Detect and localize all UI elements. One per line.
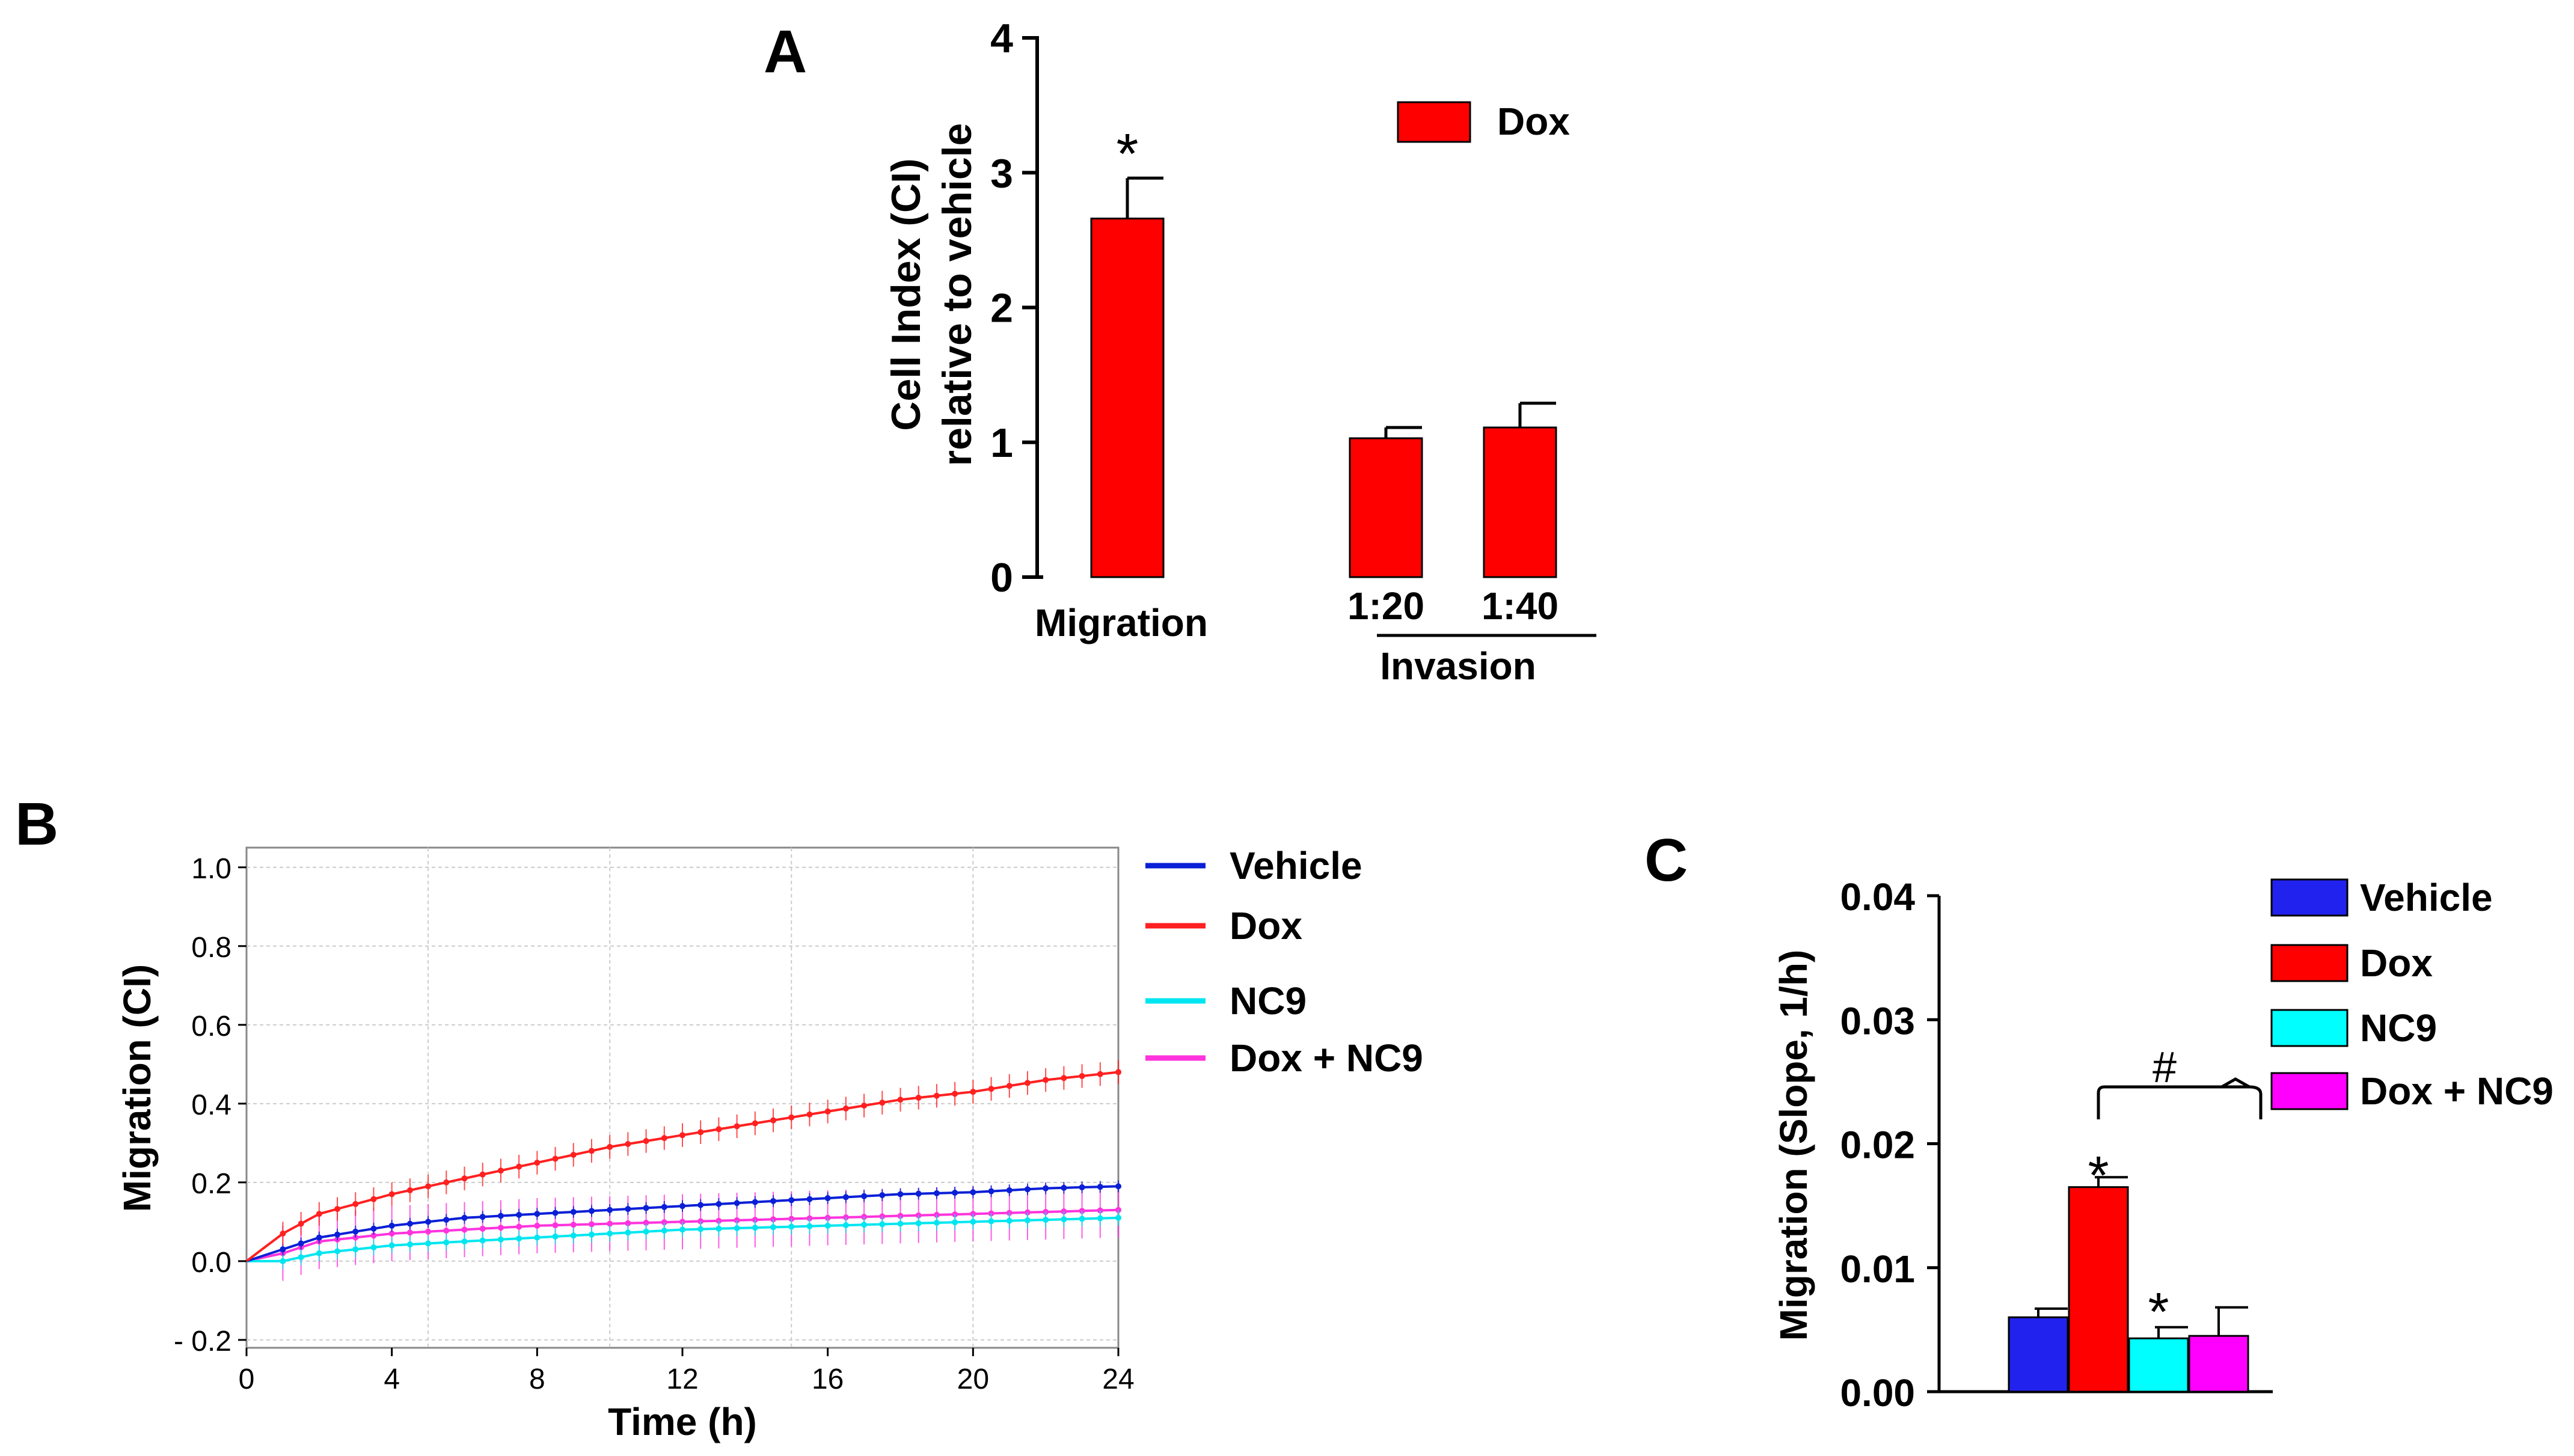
panel-c-legend-swatch (2270, 1009, 2349, 1047)
panel-c-chart: 0.00 0.01 0.02 0.03 0.04 Migration (Slope, 1… (1772, 875, 2554, 1415)
panel-a-y-tick-label: 3 (990, 150, 1013, 196)
panel-a-ylabel-line2: relative to vehicle (934, 123, 980, 466)
panel-a-bar (1349, 437, 1423, 578)
panel-c-bar-dox-nc9 (2188, 1335, 2249, 1393)
panel-b-series-vehicle (246, 1180, 1121, 1262)
panel-c-y-tick-label: 0.04 (1840, 875, 1915, 919)
panel-label-c: C (1644, 827, 1688, 894)
panel-b-x-tick-label: 12 (666, 1363, 698, 1395)
panel-c-y-tick-label: 0.02 (1840, 1124, 1915, 1167)
panel-a-xlabel-1-20: 1:20 (1347, 584, 1424, 628)
panel-c-star-dox: * (2088, 1146, 2109, 1206)
panel-c-legend-label: NC9 (2360, 1006, 2437, 1050)
panel-c-legend-label: Dox + NC9 (2360, 1069, 2554, 1113)
panel-a-bar (1090, 217, 1165, 578)
panel-a-legend-label-dox: Dox (1497, 100, 1570, 143)
panel-a-chart: Cell Index (CI) relative to vehicle 0 1 2 3… (883, 16, 1596, 688)
panel-c-comparison-bracket (2097, 1077, 2255, 1119)
panel-b-y-tick-label: 0.2 (191, 1168, 231, 1200)
panel-label-b: B (15, 791, 58, 858)
panel-c-legend-label: Vehicle (2360, 876, 2493, 919)
panel-b-ylabel: Migration (CI) (115, 964, 159, 1212)
panel-b-legend-label: Dox (1230, 904, 1302, 947)
panel-a-y-tick-label: 4 (990, 16, 1013, 61)
panel-c-bracket-unused (2098, 1088, 2246, 1118)
panel-c-legend-swatch (2270, 944, 2349, 982)
panel-b-legend-label: Dox + NC9 (1230, 1036, 1423, 1080)
panel-c-legend-swatch (2270, 878, 2349, 917)
panel-c-y-tick-label: 0.03 (1840, 999, 1915, 1042)
panel-a-legend-swatch-dox (1397, 101, 1471, 143)
panel-c-bar-vehicle (2008, 1316, 2069, 1393)
panel-a-y-tick-label: 1 (990, 420, 1013, 466)
panel-b-legend-label: NC9 (1230, 979, 1307, 1023)
panel-b-line (247, 1216, 1119, 1262)
panel-c-bar-nc9 (2128, 1337, 2189, 1393)
panel-b-x-tick-label: 24 (1102, 1363, 1134, 1395)
panel-a-significance-star: * (1117, 122, 1139, 186)
panel-b-x-tick-label: 8 (529, 1363, 545, 1395)
panel-b-y-tick-label: 0.4 (191, 1089, 231, 1121)
panel-c-y-tick-label: 0.00 (1840, 1371, 1915, 1415)
panel-a-bar (1483, 426, 1557, 578)
panel-b-series-dox (245, 1060, 1121, 1262)
panel-b-x-tick-label: 4 (384, 1363, 400, 1395)
panel-b-y-tick-label: 0.0 (191, 1247, 231, 1279)
panel-b-y-tick-label: 1.0 (191, 853, 231, 885)
panel-b-line (245, 1071, 1119, 1262)
panel-a-xlabel-1-40: 1:40 (1482, 584, 1558, 628)
panel-a-group-label: Invasion (1380, 644, 1536, 688)
panel-a-y-tick-label: 2 (990, 286, 1013, 331)
panel-b-x-tick-label: 20 (957, 1363, 989, 1395)
panel-b-xlabel: Time (h) (608, 1400, 757, 1443)
panel-a-ylabel-line1: Cell Index (CI) (883, 158, 929, 430)
panel-label-a: A (764, 18, 807, 85)
panel-a-xlabel-migration: Migration (1035, 601, 1208, 644)
panel-b-series-nc9 (247, 1210, 1121, 1269)
panel-b-chart: - 0.2 0.0 0.2 0.4 0.6 0.8 1.0 0 4 8 12 16 20 24 Time … (115, 844, 1423, 1443)
panel-c-ylabel: Migration (Slope, 1/h) (1772, 950, 1815, 1341)
panel-b-legend-label: Vehicle (1230, 844, 1362, 887)
panel-b-y-tick-label: 0.6 (191, 1011, 231, 1042)
panel-b-plot-area (245, 846, 1120, 1349)
panel-b-line (246, 1185, 1119, 1262)
panel-c-hash-mark: # (2153, 1044, 2177, 1092)
panel-c-legend-label: Dox (2360, 941, 2433, 985)
panel-b-x-tick-label: 16 (812, 1363, 844, 1395)
panel-c-y-tick-label: 0.01 (1840, 1247, 1915, 1291)
panel-c-bracket-right-leg (2249, 1085, 2263, 1119)
panel-b-y-tick-label: 0.8 (191, 932, 231, 964)
panel-c-legend-swatch (2270, 1072, 2349, 1110)
panel-c-bar-dox (2068, 1186, 2129, 1393)
panel-c-star-nc9: * (2148, 1282, 2169, 1342)
panel-b-x-tick-label: 0 (239, 1363, 255, 1395)
panel-a-y-tick-label: 0 (990, 555, 1013, 601)
panel-b-y-tick-label: - 0.2 (174, 1326, 231, 1357)
